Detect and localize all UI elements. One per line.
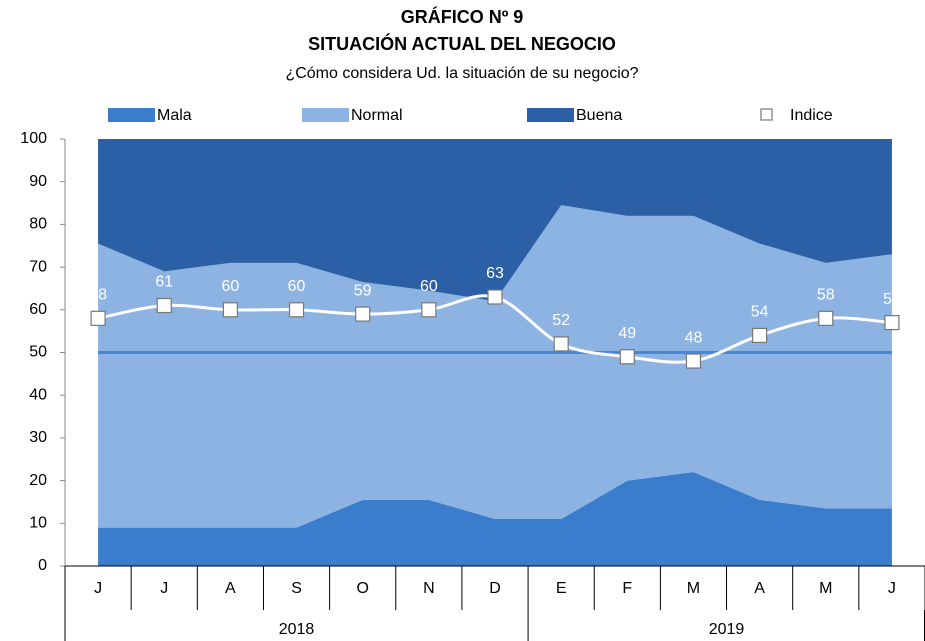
x-tick-label: J (888, 580, 896, 597)
data-label: 60 (420, 278, 438, 295)
y-tick-label: 60 (29, 301, 47, 318)
index-marker (222, 302, 238, 318)
data-label: 59 (354, 282, 372, 299)
data-label: 48 (685, 329, 703, 346)
x-tick-label: J (160, 580, 168, 597)
chart-subtitle: SITUACIÓN ACTUAL DEL NEGOCIO (308, 33, 616, 54)
y-tick-label: 90 (29, 173, 47, 190)
x-tick-label: A (225, 580, 236, 597)
y-tick-label: 30 (29, 429, 47, 446)
x-tick-label: S (291, 580, 302, 597)
legend-swatch (527, 108, 574, 122)
data-label: 58 (89, 287, 107, 304)
y-tick-label: 10 (29, 515, 47, 532)
y-tick-label: 0 (38, 557, 47, 574)
x-tick-label: M (687, 580, 700, 597)
x-tick-label: A (754, 580, 765, 597)
index-marker (685, 353, 702, 369)
area (98, 139, 892, 302)
data-label: 54 (751, 304, 769, 321)
x-tick-label: O (356, 580, 368, 597)
index-marker (818, 310, 834, 326)
index-marker (619, 349, 635, 365)
legend-label: Buena (576, 107, 622, 124)
index-marker (355, 306, 371, 322)
x-tick-label: E (556, 580, 567, 597)
legend-swatch (302, 108, 349, 122)
x-group-label: 2019 (709, 621, 745, 638)
legend-label: Mala (157, 107, 192, 124)
legend-label: Indice (790, 107, 833, 124)
data-label: 49 (618, 325, 636, 342)
data-label: 63 (486, 265, 504, 282)
data-label: 58 (817, 287, 835, 304)
y-tick-label: 50 (29, 344, 47, 361)
index-marker (553, 336, 569, 352)
index-marker (156, 297, 172, 314)
legend-label: Normal (351, 107, 403, 124)
index-marker (884, 315, 900, 331)
y-tick-label: 70 (29, 258, 47, 275)
legend-swatch (760, 108, 773, 121)
x-tick-label: F (622, 580, 632, 597)
index-marker (752, 327, 768, 344)
y-tick-label: 100 (20, 130, 47, 147)
x-tick-label: M (819, 580, 832, 597)
y-tick-label: 20 (29, 472, 47, 489)
area (98, 205, 892, 528)
index-marker (90, 310, 106, 326)
data-label: 60 (221, 278, 239, 295)
data-label: 60 (288, 278, 306, 295)
data-label: 57 (883, 291, 901, 308)
index-marker (421, 302, 437, 318)
y-tick-label: 80 (29, 216, 47, 233)
x-tick-label: J (94, 580, 102, 597)
legend-swatch (108, 108, 155, 122)
x-group-label: 2018 (279, 621, 315, 638)
data-label: 61 (155, 274, 173, 291)
x-tick-label: N (423, 580, 435, 597)
data-label: 52 (552, 312, 570, 329)
chart-title: GRÁFICO Nº 9 (401, 6, 524, 27)
x-tick-label: D (489, 580, 501, 597)
index-marker (288, 302, 305, 318)
index-marker (487, 289, 503, 305)
y-tick-label: 40 (29, 386, 47, 403)
chart-question: ¿Cómo considera Ud. la situación de su n… (285, 65, 638, 82)
